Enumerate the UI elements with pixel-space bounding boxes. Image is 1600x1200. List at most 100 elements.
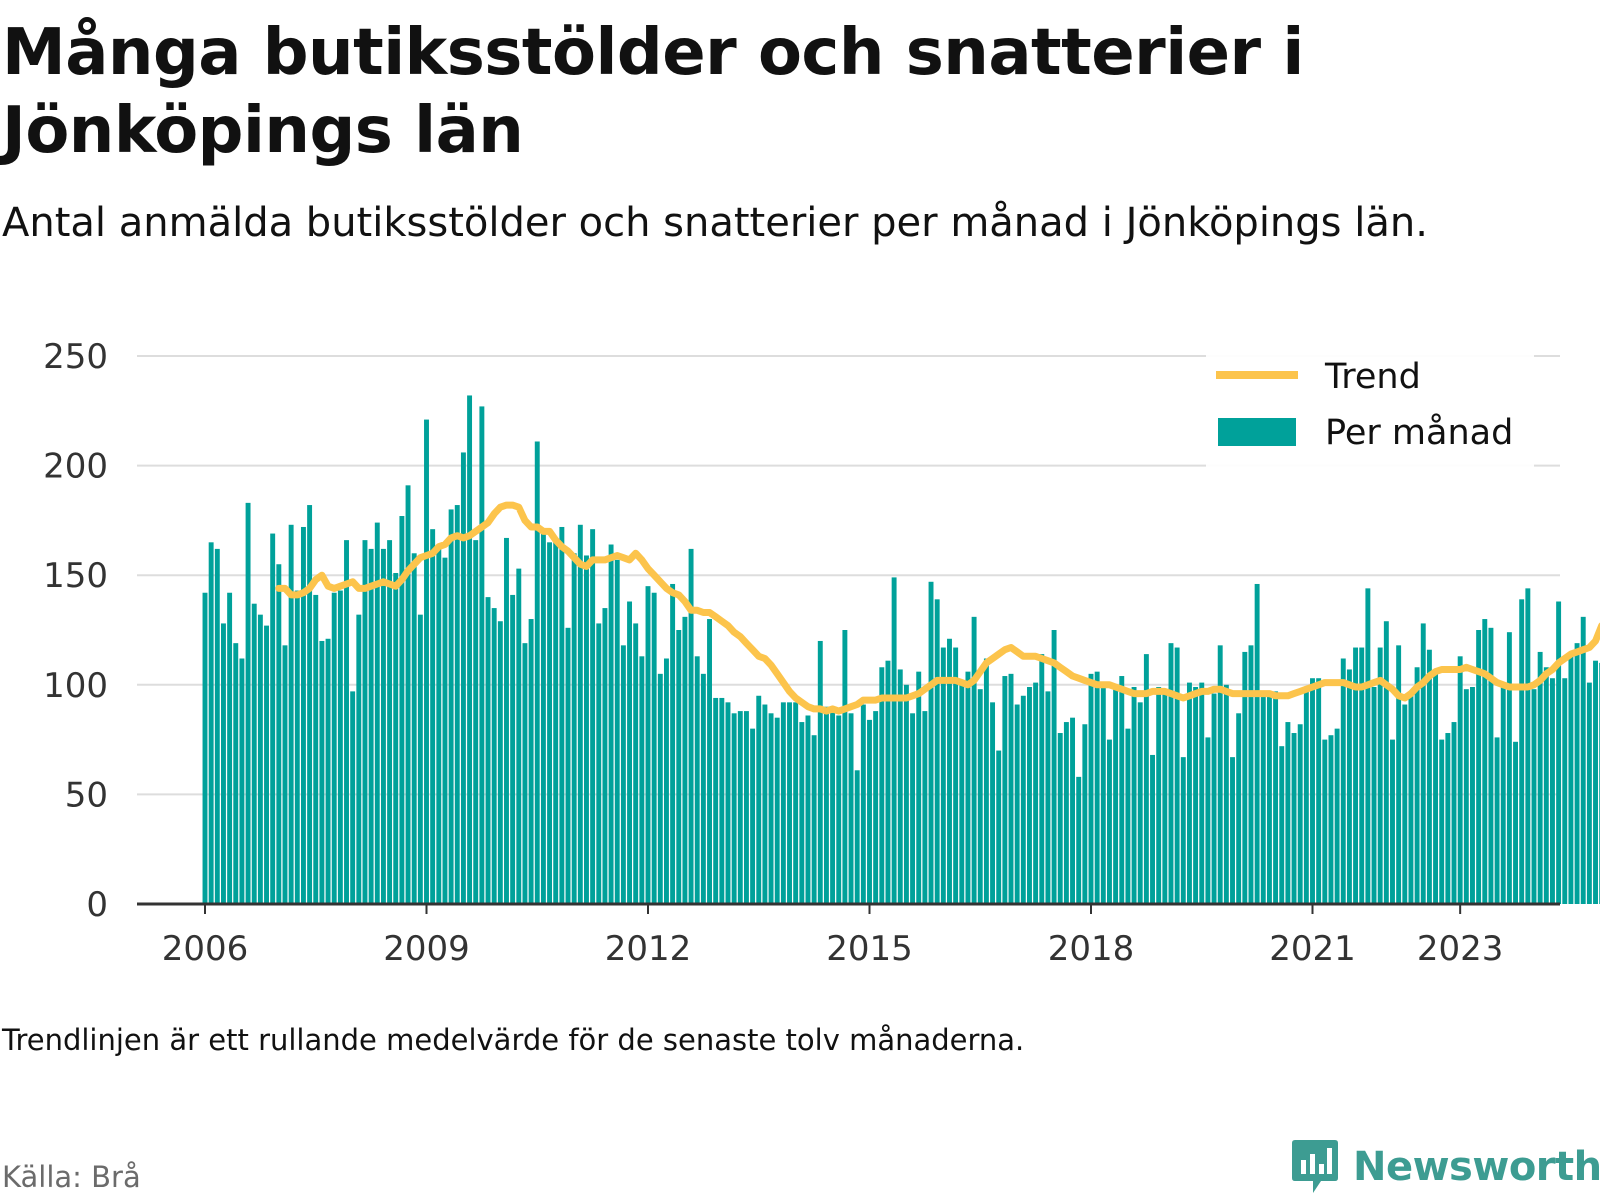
bar [1193,686,1199,904]
bar [879,667,885,904]
legend-bar-swatch [1218,418,1296,446]
bar [1549,678,1555,904]
bar [1310,678,1315,904]
bar [614,559,620,904]
bar [645,586,651,904]
bar [1131,686,1137,904]
bar [411,553,417,904]
bar [565,627,571,904]
bar [208,542,214,904]
bar [1593,660,1598,904]
bar [300,526,306,904]
bar [473,540,479,904]
bar [1488,627,1494,904]
bar [584,555,589,904]
bar [1143,654,1149,904]
x-tick-label: 2009 [383,929,470,969]
bar [399,516,405,904]
bar [387,540,393,904]
bar [239,658,245,904]
bar [1266,691,1272,904]
bar [867,719,872,904]
y-tick-label: 100 [43,666,108,706]
legend-trend-label: Trend [1324,357,1421,397]
bar [362,540,368,904]
bar [737,711,743,904]
bar [1543,667,1549,904]
bar [651,592,657,904]
bar [1039,654,1045,904]
bar [817,640,823,904]
bar [830,706,836,904]
bar [725,702,731,904]
bar [356,614,362,904]
bar [780,702,786,904]
bar [540,533,546,904]
bar [602,608,608,904]
bar [1531,689,1537,904]
bar [1211,693,1217,904]
bar [1574,643,1580,904]
bar [1297,724,1303,904]
bar [959,684,965,904]
bar [823,706,829,904]
brand-logo: Newsworthy [1291,1138,1600,1196]
bar [1519,599,1525,904]
bar [270,533,276,904]
x-tick-label: 2018 [1048,929,1135,969]
bar [1433,671,1439,904]
bar [1463,689,1469,904]
y-tick-label: 200 [43,447,108,487]
bar [1014,704,1020,904]
bar [1051,630,1057,904]
bar [1008,673,1014,904]
bar [257,614,263,904]
bar [276,564,282,904]
bar [1070,717,1076,904]
bar [504,537,509,904]
bar [1106,739,1112,904]
bar [743,711,749,904]
bar [842,630,848,904]
bar-chart-speech-bubble-icon [1292,1140,1338,1193]
bar [1076,776,1082,904]
bar [1279,746,1285,904]
bar [1113,684,1119,904]
bar [1586,682,1592,904]
bar [682,616,688,904]
bar [307,505,313,904]
bar [713,697,719,904]
bar [1457,656,1463,904]
x-tick-label: 2006 [162,929,249,969]
bar [731,713,737,904]
bar [590,529,596,904]
bar [1254,583,1260,904]
bar [719,697,725,904]
bar [1168,643,1174,904]
trend-line [275,501,1600,715]
bar [522,643,528,904]
bar [700,673,706,904]
bar [442,557,448,904]
trend-series [275,501,1600,715]
bar [916,671,922,904]
bar [1562,678,1568,904]
bar [424,419,429,904]
y-tick-label: 0 [86,885,108,925]
bar [1383,621,1389,904]
source-credit: Källa: Brå [2,1160,141,1194]
bar [430,529,436,904]
bar [374,522,380,904]
bar [1371,686,1377,904]
bar [485,597,491,904]
bar [313,594,319,904]
bar [510,594,516,904]
bar [1420,623,1426,904]
bar [953,647,959,904]
y-tick-label: 250 [43,337,108,377]
bar [996,750,1002,904]
bar [1470,686,1475,904]
x-tick-label: 2021 [1269,929,1356,969]
brand-name: Newsworthy [1353,1144,1600,1190]
bar [1150,754,1155,904]
